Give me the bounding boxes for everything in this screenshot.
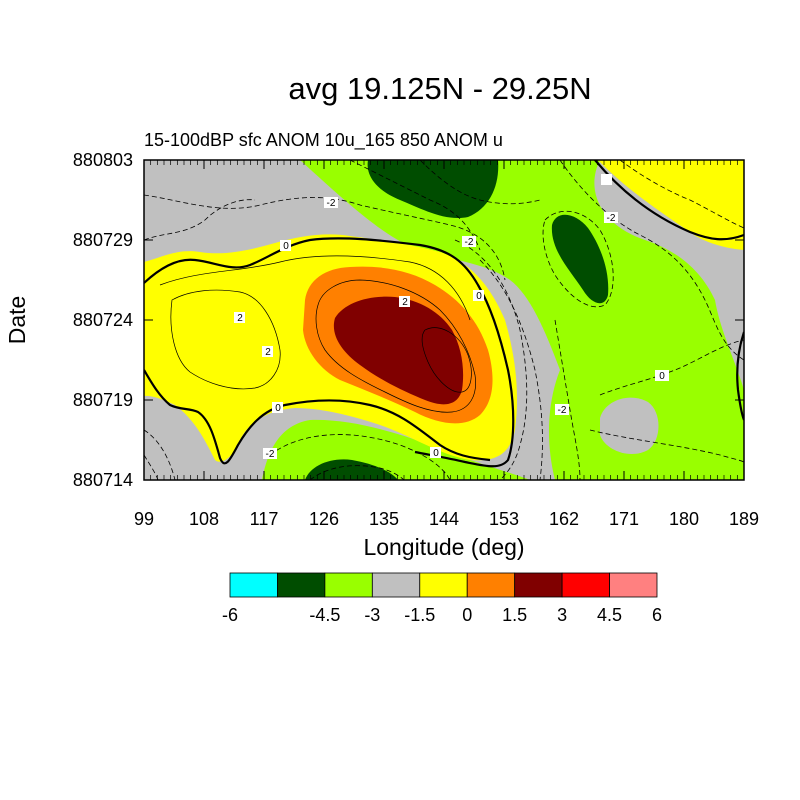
contour-label: 2: [265, 347, 271, 358]
contour-label: 0: [476, 291, 482, 302]
contour-line-neg: [589, 429, 744, 463]
contour-label: 0: [433, 448, 439, 459]
y-tick-label: 880719: [73, 390, 133, 410]
contour-label: -2: [607, 213, 616, 224]
axes: 99 108 117 126 135 144 153 162 171 180 189 880714 88…: [73, 150, 759, 529]
contour-label: 2: [402, 297, 408, 308]
contour-label: -2: [465, 237, 474, 248]
contour-line-neg: [144, 429, 176, 480]
colorbar-swatch: [419, 572, 468, 598]
x-tick-label: 99: [134, 509, 154, 529]
colorbar-swatch: [609, 572, 658, 598]
x-tick-label: 153: [489, 509, 519, 529]
y-tick-label: 880729: [73, 230, 133, 250]
colorbar-label: -6: [222, 605, 238, 625]
x-tick-label: 171: [609, 509, 639, 529]
contour-line-pos: [170, 289, 281, 390]
x-tick-label: 126: [309, 509, 339, 529]
contour-line-pos: [315, 279, 476, 413]
contour-line-neg: [349, 160, 481, 251]
x-tick-label: 144: [429, 509, 459, 529]
contour-line-neg: [309, 465, 405, 480]
darkgreen-region-top: [367, 160, 499, 219]
contour-label: -2: [266, 449, 275, 460]
colorbar-label: -4.5: [309, 605, 340, 625]
yellow-region-topright: [598, 160, 744, 250]
colorbar-label: -3: [364, 605, 380, 625]
x-axis-title: Longitude (deg): [363, 534, 524, 560]
contour-label: 0: [283, 241, 289, 252]
darkgreen-region-right: [551, 214, 609, 304]
plot-area: -2 0 2 2 2 0 0 -2 0 -2 -2 -2 0: [144, 160, 744, 480]
colorbar-label: -1.5: [404, 605, 435, 625]
contour-label: 2: [237, 313, 243, 324]
x-tick-label: 135: [369, 509, 399, 529]
contour-label: -2: [327, 198, 336, 209]
colorbar-swatch: [277, 572, 326, 598]
colorbar-swatch: [561, 572, 610, 598]
chart-title: avg 19.125N - 29.25N: [288, 71, 591, 106]
contour-line-neg: [269, 434, 451, 480]
contour-label: 0: [275, 403, 281, 414]
colorbar-label: 4.5: [597, 605, 622, 625]
zero-contour-right: [736, 331, 744, 421]
maroon-region: [333, 296, 464, 405]
colorbar-swatch: [371, 572, 421, 598]
chart-subtitle: 15-100dBP sfc ANOM 10u_165 850 ANOM u: [144, 130, 503, 151]
x-tick-label: 108: [189, 509, 219, 529]
contour-line-pos: [421, 327, 472, 393]
colorbar-swatch: [466, 572, 516, 598]
colorbar-label: 6: [652, 605, 662, 625]
x-tick-label: 117: [250, 509, 279, 529]
colorbar-swatch: [229, 572, 278, 598]
contour-line-pos: [159, 255, 471, 321]
zero-contour-lower: [144, 369, 491, 465]
contour-line-neg: [599, 339, 744, 396]
contour-line-neg: [554, 319, 581, 480]
colorbar-swatch: [324, 572, 373, 598]
zero-contour-topright: [594, 160, 744, 241]
contour-line-neg: [144, 194, 506, 281]
colorbar-label: 3: [557, 605, 567, 625]
colorbar-label: 0: [462, 605, 472, 625]
contour-line-neg: [144, 199, 256, 241]
x-tick-label: 189: [729, 509, 759, 529]
y-tick-label: 880714: [73, 470, 133, 490]
contour-labels: -2 0 2 2 2 0 0 -2 0 -2 -2 -2 0: [234, 174, 669, 460]
contour-line-neg: [419, 160, 541, 205]
contour-line-neg: [559, 160, 744, 361]
contour-line-neg: [454, 239, 528, 480]
gray-island: [600, 397, 659, 455]
colorbar-label: 1.5: [502, 605, 527, 625]
y-tick-label: 880724: [73, 310, 133, 330]
darkgreen-region-bottom: [305, 459, 398, 480]
colorbar-swatch: [514, 572, 563, 598]
contour-line-neg: [542, 211, 614, 308]
y-tick-label: 880803: [73, 150, 133, 170]
contour-label: -2: [558, 405, 567, 416]
x-tick-label: 162: [549, 509, 579, 529]
colorbar: -6 -4.5 -3 -1.5 0 1.5 3 4.5 6: [222, 572, 662, 625]
y-axis-title: Date: [4, 296, 30, 345]
contour-label: 0: [659, 371, 665, 382]
zero-contour-upper: [144, 237, 515, 468]
contour-line-neg: [479, 259, 543, 480]
contour-line-neg: [619, 160, 744, 229]
x-tick-label: 180: [669, 509, 699, 529]
